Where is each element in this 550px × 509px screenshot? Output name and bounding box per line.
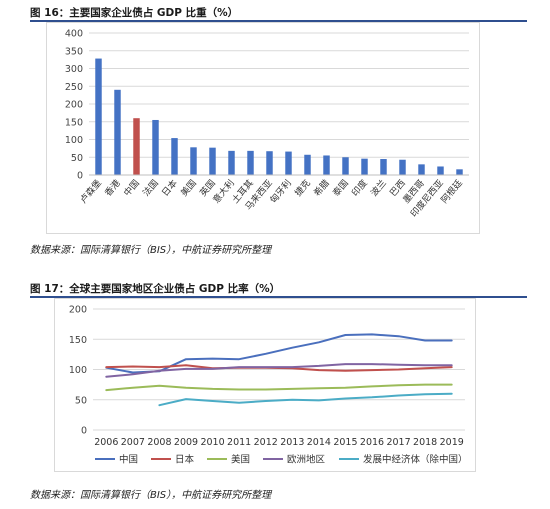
bar-3 (133, 118, 140, 175)
series-line-1 (105, 333, 453, 374)
bar-7 (209, 147, 216, 175)
bar-y-tick-label: 400 (65, 29, 83, 40)
bar-x-tick-label: 法国 (140, 177, 161, 199)
line-x-tick-label: 2015 (333, 437, 357, 448)
line-x-tick-label: 2006 (94, 437, 118, 448)
bar-10 (266, 151, 273, 175)
bar-x-tick-label: 匈牙利 (267, 177, 294, 205)
line-x-tick-label: 2018 (413, 437, 437, 448)
bar-y-tick-label: 250 (65, 82, 83, 93)
figure17-source: 数据来源：国际清算银行（BIS），中航证券研究所整理 (30, 490, 272, 501)
bar-20 (456, 169, 463, 175)
figure16-title: 图 16：主要国家企业债占 GDP 比重（%） (30, 7, 239, 19)
legend-label-3: 美国 (231, 454, 250, 466)
bar-x-tick-label: 香港 (102, 177, 123, 199)
line-y-tick-label: 0 (81, 426, 87, 437)
line-x-tick-label: 2019 (440, 437, 464, 448)
series-line-4 (105, 363, 453, 378)
bar-y-tick-label: 300 (65, 64, 83, 75)
bar-x-tick-label: 阿根廷 (438, 177, 465, 205)
bar-11 (285, 151, 292, 175)
bar-x-tick-label: 印度 (349, 177, 370, 199)
series-line-5 (158, 392, 453, 407)
bar-6 (190, 147, 197, 175)
line-chart-frame: 0 50 100 150 200 2006 2007 2008 2009 2010 2011 2012… (54, 298, 476, 472)
bar-x-tick-label: 美国 (178, 177, 199, 199)
bar-x-tick-label: 日本 (159, 177, 180, 199)
bar-y-tick-label: 100 (65, 135, 83, 146)
line-x-tick-label: 2009 (174, 437, 198, 448)
bar-y-tick-label: 150 (65, 117, 83, 128)
bar-x-tick-label: 波兰 (368, 177, 389, 199)
bar-8 (228, 150, 235, 175)
bar-x-tick-label: 中国 (121, 177, 142, 199)
bar-y-tick-label: 0 (77, 171, 83, 182)
bar-19 (437, 166, 444, 175)
legend-label-5: 发展中经济体（除中国） (363, 454, 468, 466)
legend-label-4: 欧洲地区 (287, 454, 326, 466)
legend-label-1: 中国 (119, 454, 138, 466)
bar-4 (152, 119, 159, 175)
bar-18 (418, 164, 425, 175)
bar-9 (247, 150, 254, 175)
bar-16 (380, 159, 387, 175)
bar-14 (342, 157, 349, 175)
figure16-source: 数据来源：国际清算银行（BIS），中航证券研究所整理 (30, 245, 272, 256)
bar-y-tick-label: 200 (65, 100, 83, 111)
bar-1 (95, 58, 102, 176)
line-y-tick-label: 100 (69, 365, 87, 376)
line-x-tick-label: 2017 (386, 437, 410, 448)
bar-y-tick-label: 50 (71, 153, 83, 164)
line-y-tick-label: 50 (75, 395, 87, 406)
legend-label-2: 日本 (175, 454, 195, 466)
line-chart: 0 50 100 150 200 2006 2007 2008 2009 2010 2011 2012… (69, 305, 468, 466)
line-x-tick-label: 2010 (200, 437, 224, 448)
line-y-tick-label: 150 (69, 335, 87, 346)
figure17-rule (30, 296, 527, 298)
bar-chart-frame: 0 50 100 150 200 250 300 350 400 卢森堡 香港 中国 法国 日本 美国 英国意… (46, 22, 480, 234)
line-y-tick-label: 200 (69, 305, 87, 316)
bar-5 (171, 138, 178, 175)
line-x-tick-label: 2014 (307, 437, 331, 448)
figure16-rule (30, 20, 527, 22)
bar-x-tick-label: 泰国 (330, 177, 351, 199)
line-x-tick-label: 2007 (121, 437, 145, 448)
line-x-tick-label: 2013 (280, 437, 304, 448)
bar-12 (304, 154, 311, 175)
line-x-tick-label: 2016 (360, 437, 384, 448)
bar-2 (114, 89, 121, 175)
bar-x-tick-label: 捷克 (292, 177, 313, 199)
bar-y-tick-label: 350 (65, 46, 83, 57)
line-x-tick-label: 2008 (147, 437, 171, 448)
line-x-tick-label: 2012 (254, 437, 278, 448)
bar-13 (323, 155, 330, 175)
line-x-tick-label: 2011 (227, 437, 251, 448)
bar-15 (361, 158, 368, 175)
figure17-title: 图 17：全球主要国家地区企业债占 GDP 比率（%） (30, 283, 281, 295)
series-line-3 (105, 383, 453, 392)
bar-17 (399, 159, 406, 175)
bar-x-tick-label: 希腊 (311, 177, 332, 199)
